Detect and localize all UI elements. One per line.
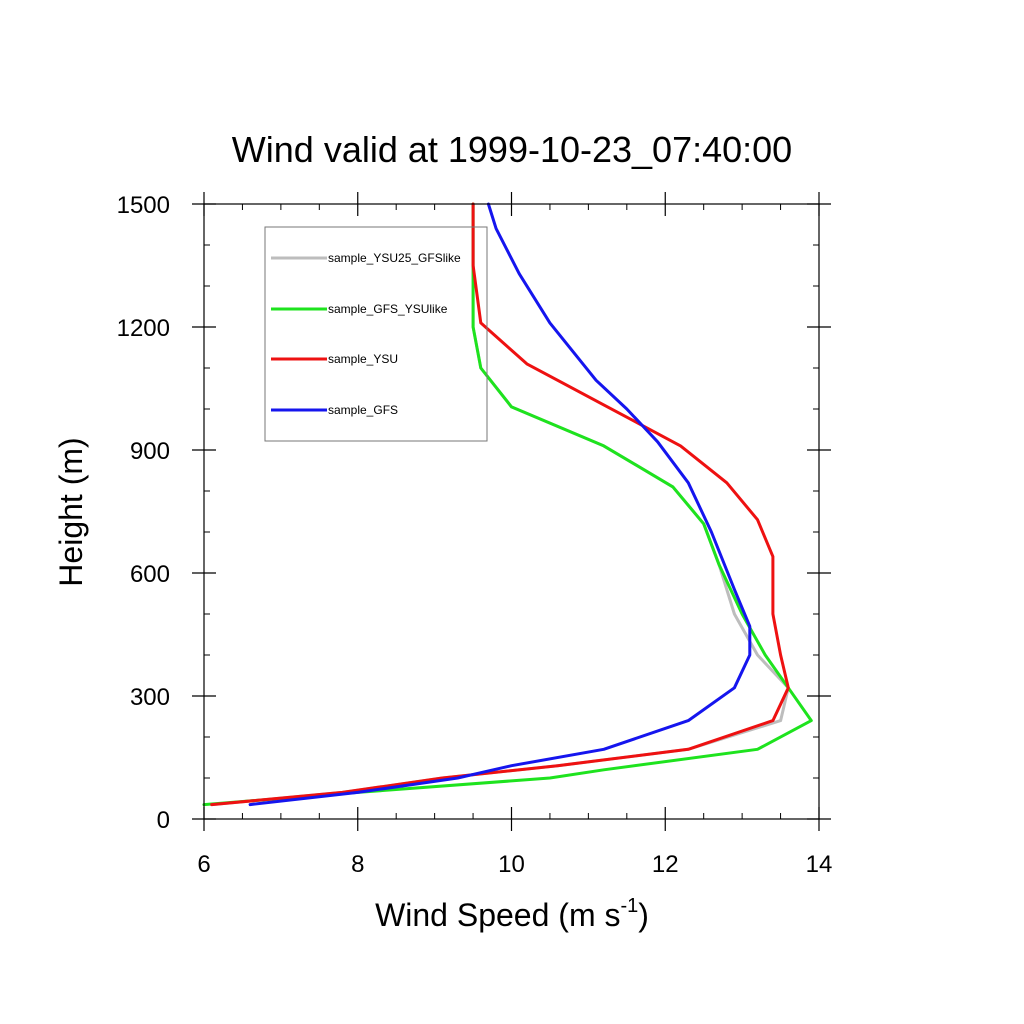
series-line-sample_GFS_YSUlike xyxy=(202,202,813,807)
series-line-sample_YSU xyxy=(210,202,790,807)
x-axis-label-end: ) xyxy=(638,897,649,933)
legend-label: sample_GFS xyxy=(328,403,398,417)
x-axis-label-exponent: -1 xyxy=(620,895,638,917)
chart-title: Wind valid at 1999-10-23_07:40:00 xyxy=(232,129,792,170)
y-tick-label: 1500 xyxy=(117,192,170,219)
y-tick-label: 1200 xyxy=(117,315,170,342)
series-lines xyxy=(202,202,813,807)
y-tick-label: 0 xyxy=(157,807,170,834)
y-axis-label: Height (m) xyxy=(53,437,89,586)
series-line-sample_GFS xyxy=(248,202,752,807)
plot-frame xyxy=(203,203,820,820)
x-tick-label: 12 xyxy=(652,851,679,878)
legend-label: sample_YSU25_GFSlike xyxy=(328,251,461,265)
legend-label: sample_GFS_YSUlike xyxy=(328,302,448,316)
y-tick-label: 900 xyxy=(130,438,170,465)
x-tick-label: 10 xyxy=(498,851,525,878)
legend: sample_YSU25_GFSlike sample_GFS_YSUlikesa… xyxy=(264,226,488,442)
x-axis-label: Wind Speed (m s-1) xyxy=(375,895,649,933)
x-tick-label: 6 xyxy=(197,851,210,878)
tick-labels: 6 8 10 12 14 0 300 600 900 1200 1500 xyxy=(117,192,833,878)
x-tick-label: 14 xyxy=(806,851,833,878)
x-tick-label: 8 xyxy=(351,851,364,878)
y-tick-label: 300 xyxy=(130,684,170,711)
legend-label: sample_YSU xyxy=(328,352,398,366)
x-axis-label-main: Wind Speed (m s xyxy=(375,897,620,933)
legend-box xyxy=(264,226,488,442)
y-tick-label: 600 xyxy=(130,561,170,588)
